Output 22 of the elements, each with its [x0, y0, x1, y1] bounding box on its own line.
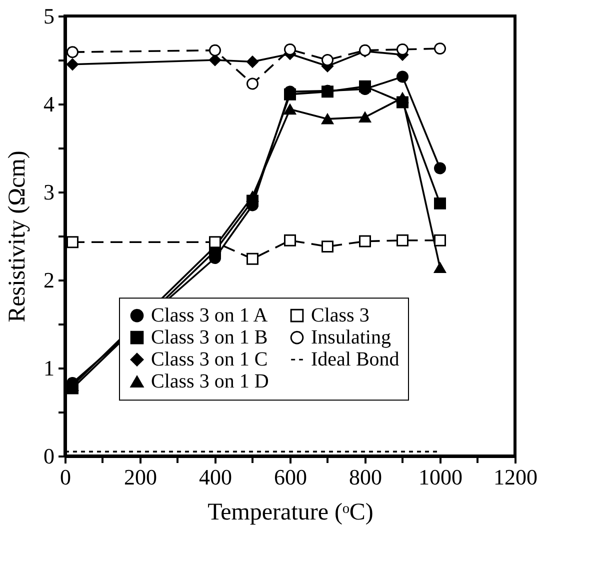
y-tick-label: 4: [44, 92, 54, 116]
x-tick-label: 800: [349, 464, 382, 490]
legend-label: Ideal Bond: [311, 348, 400, 371]
legend-label: Class 3 on 1 D: [151, 370, 269, 393]
x-axis-title: Temperature (ᵒC): [208, 500, 374, 526]
y-tick-label: 2: [44, 268, 54, 292]
y-tick-label: 3: [44, 180, 54, 204]
x-tick-label: 400: [199, 464, 232, 490]
x-tick-label: 1200: [494, 464, 538, 490]
x-tick-label: 200: [124, 464, 157, 490]
y-tick-label: 0: [44, 444, 54, 468]
x-tick-label: 0: [60, 464, 71, 490]
legend-label: Class 3: [311, 304, 370, 327]
legend-label: Insulating: [311, 326, 391, 349]
y-tick-label: 5: [44, 4, 54, 28]
legend-label: Class 3 on 1 C: [151, 348, 268, 371]
x-tick-label: 600: [274, 464, 307, 490]
legend-label: Class 3 on 1 B: [151, 326, 268, 349]
y-axis-title: Resistivity (Ωcm): [4, 150, 30, 322]
x-tick-label: 1000: [418, 464, 462, 490]
y-tick-label: 1: [44, 356, 54, 380]
legend-label: Class 3 on 1 A: [151, 304, 268, 327]
